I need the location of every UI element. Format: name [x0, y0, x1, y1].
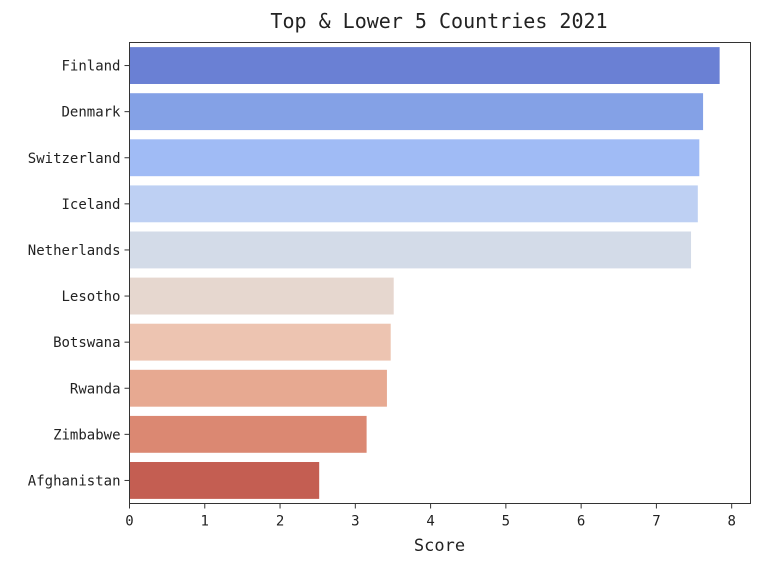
bar-finland — [129, 47, 720, 84]
bar-afghanistan — [129, 462, 320, 499]
y-tick-label: Netherlands — [28, 243, 121, 259]
y-tick-label: Lesotho — [61, 289, 120, 305]
bar-zimbabwe — [129, 415, 367, 453]
x-tick-label: 1 — [201, 514, 209, 530]
chart-title: Top & Lower 5 Countries 2021 — [270, 9, 607, 33]
y-tick-label: Finland — [61, 59, 120, 75]
bar-lesotho — [129, 277, 394, 315]
plot-frame — [129, 42, 751, 504]
bar-rwanda — [129, 369, 387, 407]
y-tick-label: Botswana — [53, 335, 120, 351]
x-tick-label: 2 — [276, 514, 284, 530]
x-axis: 0 1 2 3 4 5 6 7 8 — [125, 503, 736, 530]
bar-iceland — [129, 185, 698, 223]
bar-switzerland — [129, 139, 700, 177]
y-tick-label: Denmark — [61, 105, 121, 121]
y-tick-label: Afghanistan — [28, 473, 121, 489]
x-tick-label: 5 — [502, 514, 510, 530]
x-tick-label: 0 — [125, 514, 133, 530]
y-tick-label: Switzerland — [28, 151, 121, 167]
bar-netherlands — [129, 231, 692, 269]
bar-denmark — [129, 93, 704, 131]
y-tick-label: Zimbabwe — [53, 427, 120, 443]
x-tick-label: 6 — [577, 514, 585, 530]
y-axis: Finland Denmark Switzerland Iceland Netherla… — [28, 59, 130, 489]
x-tick-label: 8 — [727, 514, 735, 530]
x-tick-label: 7 — [652, 514, 660, 530]
bars-group — [129, 47, 720, 499]
x-axis-label: Score — [414, 536, 465, 556]
y-tick-label: Rwanda — [70, 381, 121, 397]
bar-botswana — [129, 323, 391, 361]
y-tick-label: Iceland — [61, 197, 120, 213]
x-tick-label: 4 — [426, 514, 434, 530]
x-tick-label: 3 — [351, 514, 359, 530]
